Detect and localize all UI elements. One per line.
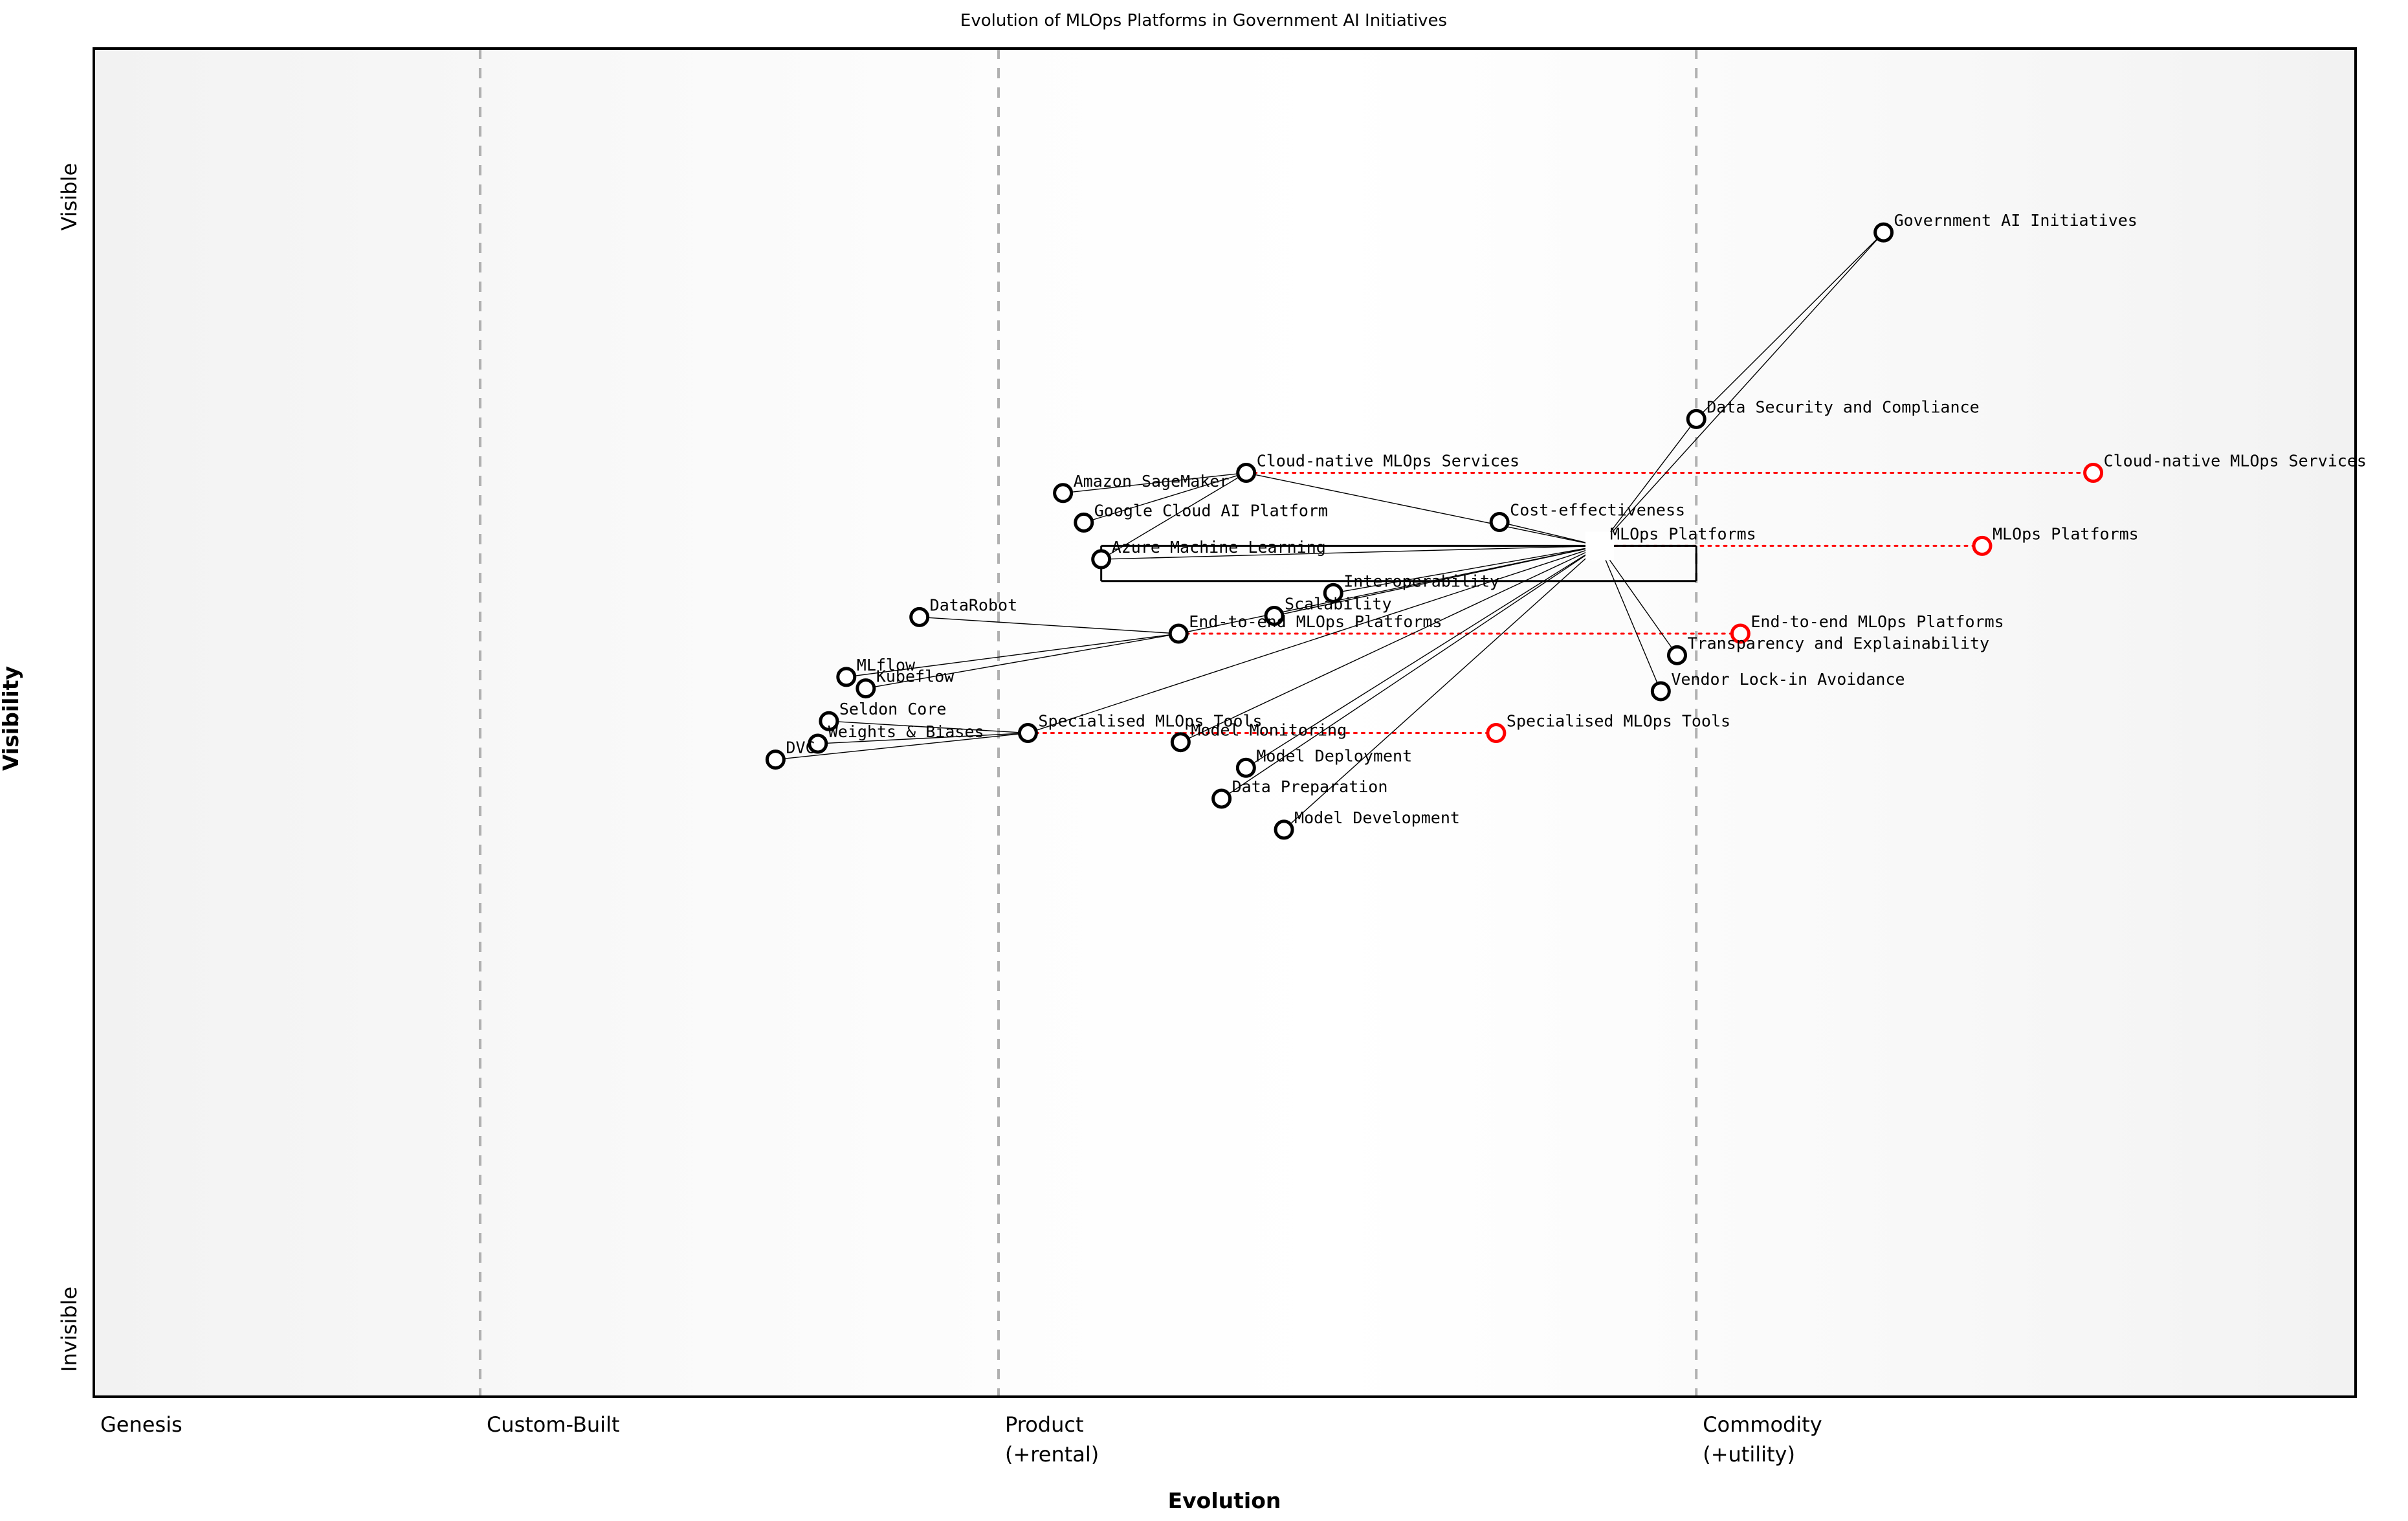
dependency-links (775, 232, 1884, 830)
component-node[interactable] (1274, 819, 1294, 840)
dependency-link (1283, 545, 1600, 830)
component-label: Interoperability (1343, 572, 1499, 590)
component-label: Government AI Initiatives (1894, 211, 2137, 230)
dependency-link (1028, 545, 1600, 734)
component-node[interactable] (1211, 788, 1232, 809)
plot-area-border (93, 47, 2357, 1398)
component-node[interactable] (909, 606, 930, 627)
component-label: Cost-effectiveness (1510, 501, 1685, 520)
component-label: Data Security and Compliance (1707, 397, 1979, 416)
component-node[interactable] (1667, 645, 1687, 665)
dependency-link (1063, 472, 1246, 494)
evolved-component-nodes (1486, 463, 2104, 744)
component-node[interactable] (1323, 583, 1343, 603)
component-node[interactable] (1053, 483, 1074, 504)
dependency-link (775, 732, 1028, 760)
dependency-link (1245, 545, 1600, 768)
component-label: Model Monitoring (1191, 721, 1347, 740)
dependency-link (1599, 232, 1884, 546)
dependency-link (1083, 472, 1246, 524)
y-tick-label: Visible (57, 163, 82, 231)
component-node[interactable] (1235, 757, 1256, 778)
dependency-link (1599, 546, 1661, 692)
component-node[interactable] (1017, 723, 1038, 744)
dependency-link (1333, 545, 1600, 594)
dependency-link (1180, 545, 1600, 743)
evolved-component-label: End-to-end MLOps Platforms (1751, 612, 2004, 631)
component-label: Google Cloud AI Platform (1094, 501, 1328, 520)
chart-title: Evolution of MLOps Platforms in Governme… (960, 11, 1447, 30)
component-node[interactable] (1650, 681, 1671, 702)
component-node[interactable] (1168, 623, 1189, 644)
component-label: MLOps Platforms (1610, 524, 1756, 543)
component-labels: Government AI Initiatives Data Security a… (786, 211, 2367, 827)
component-node[interactable] (1873, 222, 1894, 243)
dependency-link (1178, 545, 1600, 634)
evolved-component-node[interactable] (2083, 463, 2104, 483)
component-node[interactable] (1236, 463, 1257, 483)
evolved-component-label: Specialised MLOps Tools (1507, 712, 1730, 731)
component-label: End-to-end MLOps Platforms (1189, 612, 1442, 631)
component-node[interactable] (1686, 408, 1707, 429)
hub-knockout (1585, 531, 1614, 561)
component-node[interactable] (856, 678, 876, 699)
component-label: Model Deployment (1256, 746, 1412, 765)
component-node[interactable] (819, 711, 839, 731)
evolved-component-node[interactable] (1730, 623, 1751, 644)
component-node[interactable] (1170, 732, 1191, 753)
component-label: Transparency and Explainability (1688, 634, 1990, 652)
dependency-link (1499, 521, 1600, 547)
component-label: Scalability (1285, 595, 1392, 614)
x-tick-label: Product (+rental) (1005, 1412, 1099, 1467)
evolved-component-label: MLOps Platforms (1993, 524, 2139, 543)
component-node[interactable] (765, 749, 786, 770)
component-node[interactable] (1489, 512, 1510, 533)
dependency-link (1246, 472, 1600, 547)
component-label: Cloud-native MLOps Services (1257, 452, 1519, 471)
component-label: Specialised MLOps Tools (1038, 712, 1262, 731)
component-label: Data Preparation (1232, 777, 1388, 796)
component-node[interactable] (1074, 512, 1094, 533)
dependency-link (1221, 545, 1600, 799)
dependency-link (1101, 472, 1247, 560)
component-node[interactable] (1091, 549, 1112, 570)
x-axis-tick-labels: Genesis Custom-Built Product (+rental) Commo… (100, 1412, 1822, 1467)
component-label: DVC (786, 738, 815, 757)
dependency-link (846, 633, 1179, 678)
component-node[interactable] (836, 667, 857, 687)
component-node[interactable] (1264, 606, 1285, 627)
x-tick-label: Commodity (+utility) (1703, 1412, 1822, 1467)
component-node[interactable] (808, 733, 828, 754)
dependency-link (1696, 232, 1884, 419)
dependency-link (1599, 418, 1697, 546)
x-tick-label: Genesis (100, 1412, 182, 1437)
y-tick-label: Invisible (57, 1287, 82, 1372)
y-axis-title: Visibility (0, 666, 23, 771)
dependency-link (828, 720, 1028, 734)
component-label: MLflow (857, 656, 916, 674)
component-label: Seldon Core (839, 700, 947, 718)
x-axis-title: Evolution (1168, 1488, 1281, 1513)
component-label: DataRobot (930, 595, 1017, 614)
component-label: Kubeflow (876, 667, 955, 686)
dependency-link (817, 732, 1028, 744)
dependency-link (919, 616, 1179, 634)
evolved-component-label: Cloud-native MLOps Services (2104, 452, 2367, 471)
component-label: Vendor Lock-in Avoidance (1671, 670, 1905, 689)
component-label: Weights & Biases (828, 722, 984, 741)
component-label: Azure Machine Learning (1112, 538, 1326, 557)
y-axis-tick-labels: Invisible Visible (57, 163, 82, 1372)
dependency-link (1599, 546, 1678, 656)
evolved-component-node[interactable] (1486, 723, 1507, 744)
component-label: Model Development (1294, 808, 1460, 827)
component-nodes (765, 222, 1894, 840)
evolved-component-node[interactable] (1972, 535, 1993, 556)
dependency-link (1101, 545, 1600, 560)
component-label: Amazon SageMaker (1074, 472, 1230, 491)
dependency-link (865, 633, 1179, 689)
plot-area-background (94, 49, 2356, 1397)
x-tick-label: Custom-Built (487, 1412, 620, 1437)
